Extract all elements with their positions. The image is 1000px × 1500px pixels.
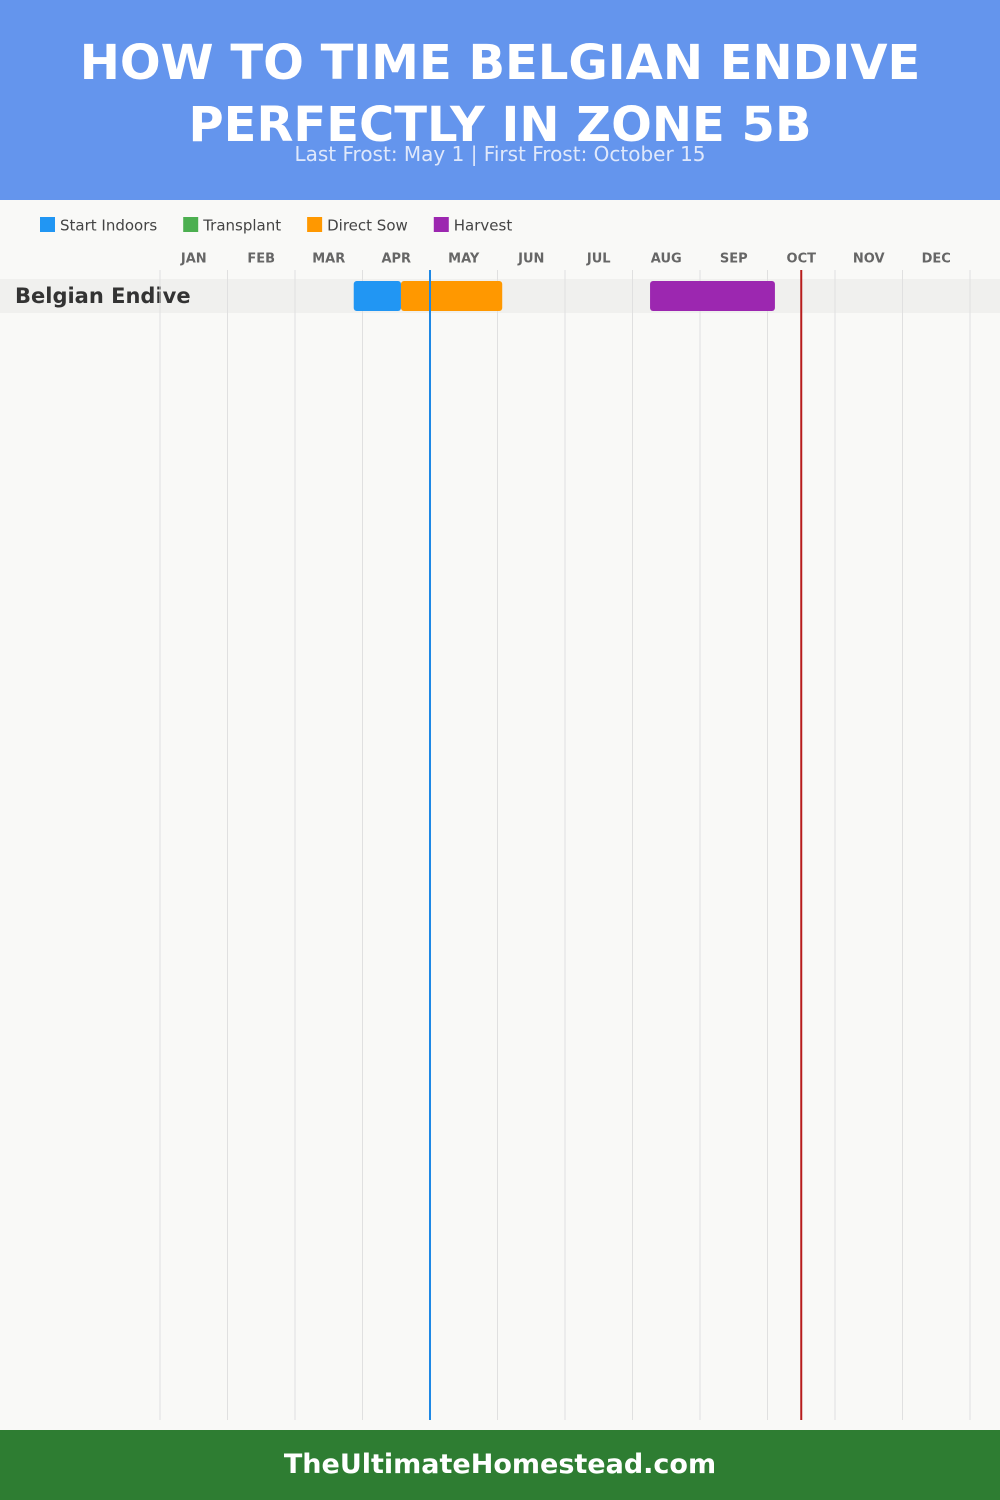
x-tick-label: AUG — [651, 252, 682, 267]
x-tick-label: MAY — [448, 252, 480, 267]
x-tick-label: FEB — [247, 252, 275, 267]
chart-title: HOW TO TIME BELGIAN ENDIVE PERFECTLY IN … — [79, 35, 921, 153]
x-tick-label: DEC — [922, 252, 951, 267]
legend-swatch — [433, 217, 449, 232]
bar — [650, 281, 775, 311]
chart: Belgian Endive JAN FEB MAR APR MAY JUN JUL AUG SE… — [0, 217, 1000, 1420]
x-tick-label: JUN — [517, 252, 544, 267]
x-tick-label: JAN — [180, 252, 207, 267]
x-tick-label: NOV — [853, 252, 885, 267]
bar — [400, 281, 503, 311]
footer: TheUltimateHomestead.com — [0, 1430, 1000, 1500]
x-tick-label: OCT — [787, 252, 817, 267]
x-tick-label: APR — [381, 252, 411, 267]
legend-label: Transplant — [202, 217, 281, 235]
legend-swatch — [307, 217, 323, 232]
x-tick-label: MAR — [312, 252, 345, 267]
x-tick-label: SEP — [720, 252, 748, 267]
row-label: Belgian Endive — [15, 284, 191, 308]
x-tick-label: JUL — [586, 252, 611, 267]
legend-swatch — [183, 217, 199, 232]
legend-label: Start Indoors — [60, 217, 157, 235]
legend-label: Direct Sow — [327, 217, 408, 235]
legend-label: Harvest — [454, 217, 513, 235]
header: HOW TO TIME BELGIAN ENDIVE PERFECTLY IN … — [0, 0, 1000, 200]
legend-swatch — [40, 217, 55, 232]
chart-subtitle: Last Frost: May 1 | First Frost: October… — [294, 142, 706, 166]
bar — [353, 281, 401, 311]
